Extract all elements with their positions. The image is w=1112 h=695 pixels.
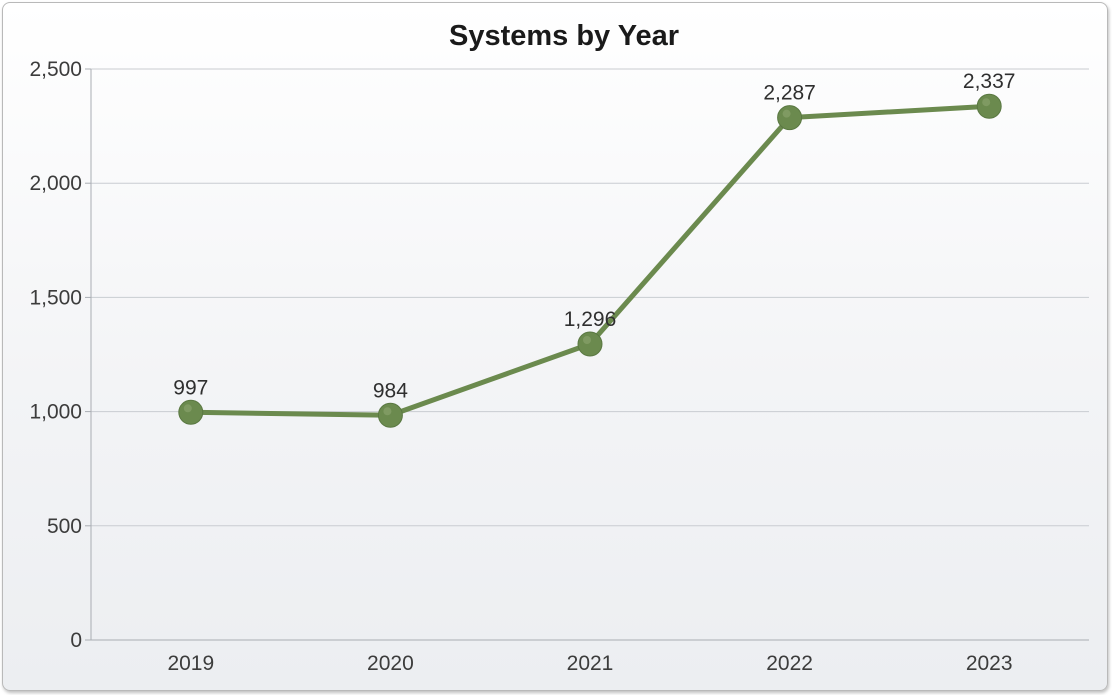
data-point-highlight	[583, 335, 591, 344]
y-tick-label: 500	[47, 515, 82, 538]
data-labels: 997 984 1,296 2,287 2,337	[173, 70, 1015, 402]
data-point-highlight	[383, 407, 392, 416]
data-label-2022: 2,287	[763, 82, 816, 105]
y-axis-ticks: 0 500 1,000 1,500 2,000 2,500	[29, 58, 82, 652]
x-tick-label: 2022	[766, 652, 813, 675]
y-tick-label: 1,500	[29, 286, 82, 309]
y-tick-label: 2,000	[29, 172, 82, 195]
x-tick-label: 2023	[966, 652, 1013, 675]
y-tick-label: 1,000	[29, 401, 82, 424]
data-point-2019[interactable]	[178, 399, 204, 425]
axes	[85, 68, 1089, 641]
data-label-2021: 1,296	[564, 308, 617, 331]
x-tick-label: 2021	[567, 652, 614, 675]
data-point-highlight	[183, 404, 192, 413]
data-point-highlight	[782, 109, 791, 118]
series-line	[188, 103, 992, 418]
data-point-2023[interactable]	[976, 93, 1002, 119]
x-axis-ticks: 2019 2020 2021 2022 2023	[167, 652, 1012, 675]
data-label-2020: 984	[373, 379, 408, 402]
data-point-2022[interactable]	[777, 105, 803, 131]
x-tick-label: 2020	[367, 652, 414, 675]
y-tick-label: 2,500	[29, 58, 82, 81]
chart-title: Systems by Year	[449, 20, 679, 52]
series-layer	[178, 93, 1002, 428]
data-point-2021[interactable]	[577, 331, 603, 357]
data-label-2023: 2,337	[963, 70, 1016, 93]
line-chart: Systems by Year 0 500 1,000 1,500 2,000 2,500…	[29, 20, 1089, 675]
gridlines	[91, 68, 1089, 527]
data-label-2019: 997	[173, 376, 208, 399]
data-point-2020[interactable]	[377, 402, 403, 428]
x-tick-label: 2019	[167, 652, 214, 675]
y-tick-label: 0	[70, 629, 82, 652]
data-point-highlight	[982, 98, 991, 107]
